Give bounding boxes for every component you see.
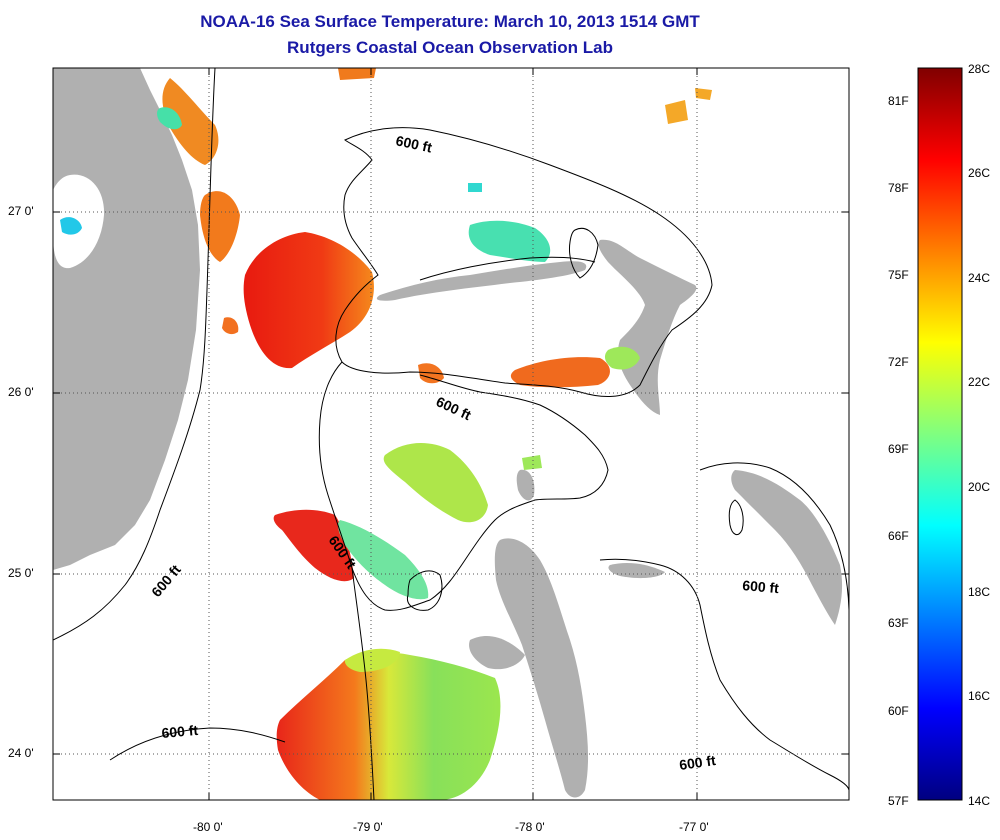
graticule xyxy=(53,68,849,800)
colorbar-label-celsius: 20C xyxy=(968,480,991,494)
sst-patch-cyan-small xyxy=(468,183,482,192)
contour-abaco-coast xyxy=(419,256,596,281)
sst-patch-south-large xyxy=(276,652,501,800)
andros-land xyxy=(494,538,589,798)
contour-tongue xyxy=(318,361,609,611)
exuma-land xyxy=(608,562,665,579)
y-tick-label: 24 0' xyxy=(8,746,34,760)
sst-patch-cyan-north xyxy=(157,107,182,130)
y-tick-label: 26 0' xyxy=(8,385,34,399)
contour-florida xyxy=(53,68,216,641)
contour-label: 600 ft xyxy=(394,132,433,155)
eleuthera-land xyxy=(731,470,843,625)
grand-bahama-land xyxy=(376,261,587,301)
colorbar-label-celsius: 14C xyxy=(968,794,991,808)
sst-patch-south-upper xyxy=(344,648,400,672)
colorbar-label-celsius: 16C xyxy=(968,689,991,703)
sst-patch-red-west xyxy=(273,509,354,582)
colorbar-label-fahrenheit: 72F xyxy=(888,355,909,369)
sst-patch-orange-abaco xyxy=(510,357,610,388)
colorbar-label-fahrenheit: 66F xyxy=(888,529,909,543)
colorbar-label-fahrenheit: 69F xyxy=(888,442,909,456)
colorbar-label-celsius: 24C xyxy=(968,271,991,285)
x-tick-label: -77 0' xyxy=(679,820,709,834)
x-tick-label: -79 0' xyxy=(353,820,383,834)
sst-patch-small-green xyxy=(522,455,542,470)
y-tick-label: 27 0' xyxy=(8,204,34,218)
x-tick-label: -78 0' xyxy=(515,820,545,834)
sst-patch-small-orange xyxy=(222,317,239,335)
sst-patch-cyan-west xyxy=(337,520,429,600)
colorbar-label-fahrenheit: 81F xyxy=(888,94,909,108)
andros-shoal xyxy=(469,635,525,670)
contour-east-small xyxy=(728,499,744,536)
abaco-land xyxy=(598,239,697,415)
contour-south xyxy=(109,727,286,761)
contour-andros-ring xyxy=(406,570,443,611)
bathymetry-contours xyxy=(53,68,849,800)
colorbar-label-fahrenheit: 63F xyxy=(888,616,909,630)
y-tick-label: 25 0' xyxy=(8,566,34,580)
colorbar-label-celsius: 22C xyxy=(968,375,991,389)
contour-label: 600 ft xyxy=(161,722,199,741)
colorbar-label-celsius: 28C xyxy=(968,62,991,76)
sst-patch-warm-main xyxy=(243,232,374,369)
contour-tongue-south xyxy=(351,567,375,800)
contour-exuma xyxy=(599,558,849,791)
contour-label: 600 ft xyxy=(678,752,717,773)
sst-patch-green-mid xyxy=(383,443,488,523)
colorbar-label-fahrenheit: 57F xyxy=(888,794,909,808)
contour-label: 600 ft xyxy=(742,577,780,596)
colorbar xyxy=(917,67,963,801)
contour-grand-bahama xyxy=(335,127,713,397)
frame-ticks xyxy=(53,68,849,800)
sst-patch-cyan-grandbahama xyxy=(468,220,551,262)
colorbar-label-celsius: 18C xyxy=(968,585,991,599)
map-title: NOAA-16 Sea Surface Temperature: March 1… xyxy=(200,12,700,31)
sst-patch-cyan-lake xyxy=(60,217,82,235)
sst-patch-top xyxy=(338,68,376,80)
colorbar-label-fahrenheit: 78F xyxy=(888,181,909,195)
sst-patch-small-orange-ne xyxy=(665,100,688,124)
sst-patch-green-abaco xyxy=(604,346,640,370)
contour-eleuthera xyxy=(699,462,849,611)
berry-islands-land xyxy=(516,469,535,501)
sst-patch-gulfstream-north xyxy=(162,78,219,165)
colorbar-label-fahrenheit: 75F xyxy=(888,268,909,282)
colorbar-label-fahrenheit: 60F xyxy=(888,704,909,718)
x-tick-label: -80 0' xyxy=(193,820,223,834)
colorbar-label-celsius: 26C xyxy=(968,166,991,180)
map-subtitle: Rutgers Coastal Ocean Observation Lab xyxy=(287,38,613,57)
sst-patch-small-orange-ne2 xyxy=(695,88,712,100)
contour-grand-bahama-inner xyxy=(569,227,599,279)
